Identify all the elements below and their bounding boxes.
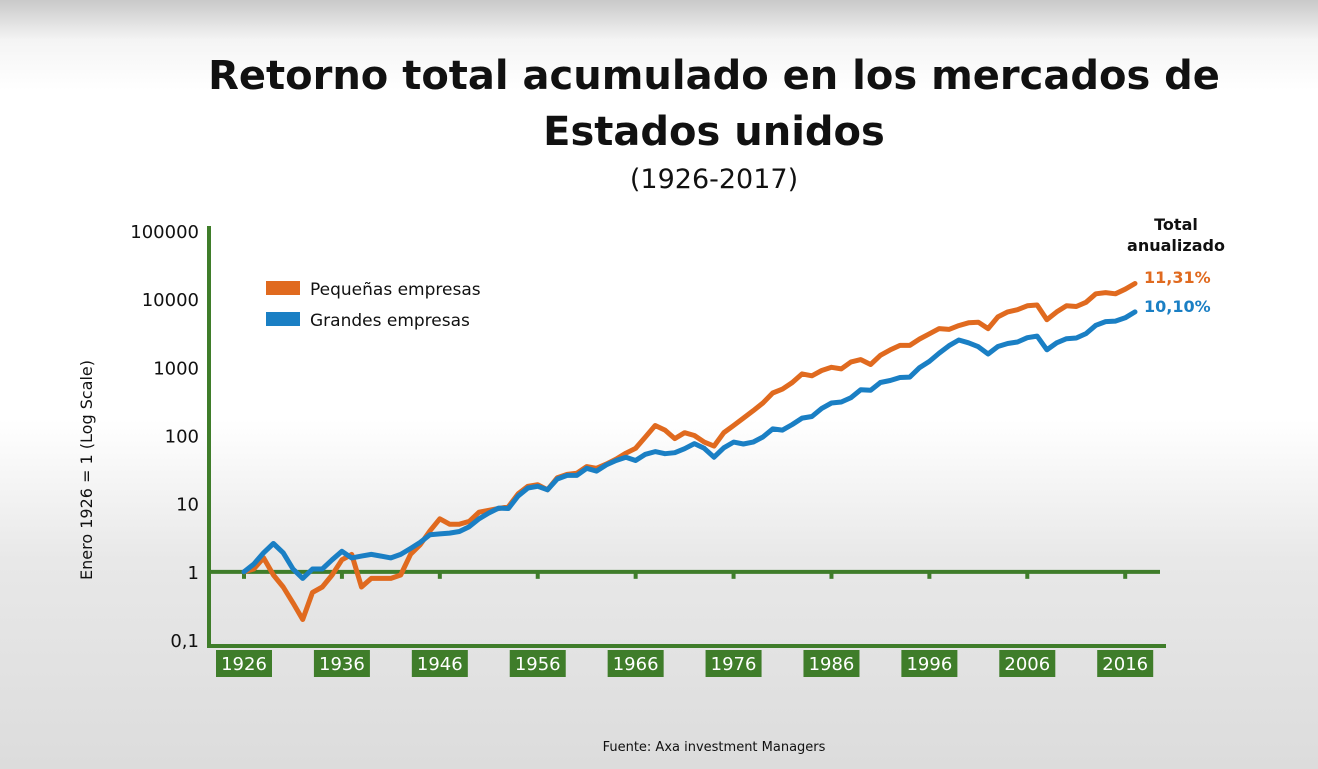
x-tick-box <box>509 650 566 677</box>
legend-swatch-small <box>266 281 300 295</box>
x-tick-box <box>803 650 860 677</box>
y-tick-label: 100 <box>165 427 199 448</box>
x-tick-label: 2006 <box>1004 654 1050 675</box>
y-tick-label: 10000 <box>142 290 199 311</box>
x-tick-label: 1926 <box>221 654 267 675</box>
legend: Pequeñas empresas Grandes empresas <box>266 280 481 331</box>
axes <box>207 226 1166 648</box>
annualized-header-line-2: anualizado <box>1127 236 1225 255</box>
x-tick-label: 1966 <box>613 654 659 675</box>
x-tick-box <box>705 650 762 677</box>
chart-subtitle: (1926-2017) <box>629 164 799 195</box>
chart-title: Retorno total acumulado en los mercados … <box>0 48 1318 160</box>
legend-swatch-large <box>266 312 300 326</box>
x-tick-label: 1986 <box>809 654 855 675</box>
x-tick-label: 2016 <box>1102 654 1148 675</box>
legend-label-small: Pequeñas empresas <box>310 280 481 300</box>
x-tick-label: 1946 <box>417 654 463 675</box>
annualized-value-large: 10,10% <box>1144 297 1211 316</box>
x-tick-box <box>1097 650 1154 677</box>
x-tick-box <box>313 650 370 677</box>
x-axis-ticks: 1926 1936 1946 1956 1966 1976 1986 1996 2006 2016 <box>216 571 1154 677</box>
x-tick-label: 1996 <box>906 654 952 675</box>
y-tick-label: 1000 <box>153 358 199 379</box>
chart-title-line-1: Retorno total acumulado en los mercados … <box>208 53 1220 99</box>
y-tick-label: 1 <box>188 563 199 584</box>
legend-label-large: Grandes empresas <box>310 311 470 331</box>
x-tick-box <box>411 650 468 677</box>
y-tick-label: 100000 <box>130 222 199 243</box>
source-note: Fuente: Axa investment Managers <box>602 740 826 755</box>
x-tick-label: 1956 <box>515 654 561 675</box>
x-tick-label: 1976 <box>711 654 757 675</box>
x-tick-box <box>216 650 272 677</box>
series-lines <box>241 281 1138 622</box>
chart-title-line-2: Estados unidos <box>543 109 885 155</box>
y-tick-label: 10 <box>176 495 199 516</box>
x-tick-box <box>607 650 664 677</box>
y-axis-label: Enero 1926 = 1 (Log Scale) <box>77 360 96 580</box>
y-axis-ticks: 100000 10000 1000 100 10 1 0,1 <box>130 222 199 652</box>
y-tick-label: 0,1 <box>170 631 199 652</box>
annualized-value-small: 11,31% <box>1144 268 1211 287</box>
x-tick-label: 1936 <box>319 654 365 675</box>
x-tick-box <box>999 650 1056 677</box>
annualized-header-line-1: Total <box>1154 215 1198 234</box>
annualized-annotations: Total anualizado 11,31% 10,10% <box>1127 215 1225 316</box>
series-line-large <box>241 309 1138 581</box>
x-tick-box <box>901 650 958 677</box>
series-line-small <box>241 281 1138 622</box>
